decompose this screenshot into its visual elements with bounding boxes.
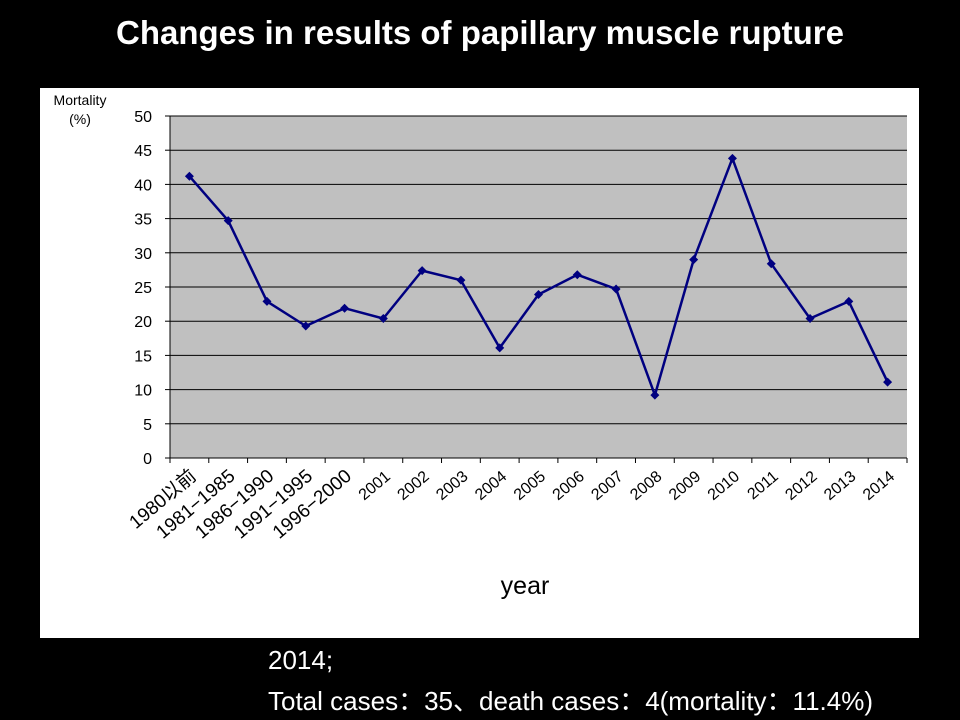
data-point [689, 255, 699, 265]
data-point [534, 290, 543, 300]
x-tick-label: 2013 [821, 468, 859, 504]
chart-panel: Mortality (%) year 0 5 10 15 20 25 30 35 40 45 50 1… [40, 88, 919, 638]
data-point [456, 275, 466, 285]
data-point [417, 266, 427, 276]
data-point [611, 284, 621, 294]
y-axis-label-line2: (%) [69, 111, 91, 127]
data-point [572, 270, 582, 280]
data-point [766, 259, 776, 269]
y-tick-label: 30 [134, 246, 152, 263]
y-tick-label: 0 [143, 451, 152, 468]
y-tick-label: 15 [134, 348, 152, 365]
y-tick-label: 5 [143, 417, 152, 434]
data-point [301, 321, 311, 331]
data-point [340, 303, 350, 313]
x-tick-label: 2006 [550, 468, 588, 504]
y-tick-label: 25 [134, 280, 152, 297]
y-tick-label: 50 [134, 109, 152, 126]
data-point [184, 171, 194, 181]
x-tick-label: 2008 [627, 468, 665, 504]
x-tick-label: 2014 [860, 468, 898, 504]
data-point [883, 377, 893, 387]
slide-title: Changes in results of papillary muscle r… [115, 14, 844, 51]
y-tick-label: 45 [134, 143, 152, 160]
data-point [727, 153, 737, 163]
y-tick-label: 10 [134, 383, 152, 400]
x-tick-label: 2011 [745, 468, 782, 503]
y-tick-label: 35 [134, 212, 152, 229]
x-tick-label: 2004 [472, 468, 510, 504]
x-tick-label: 2009 [666, 468, 704, 504]
footnote-line-1: 2014; [268, 645, 334, 675]
x-tick-label: 2007 [588, 468, 626, 504]
data-point [844, 296, 854, 306]
footnote-line-2: Total cases：35、death cases：4(mortality：1… [268, 686, 873, 716]
y-axis-label-line1: Mortality [54, 92, 107, 108]
data-point [378, 313, 388, 323]
x-tick-label: 2012 [782, 468, 820, 504]
data-point [805, 313, 815, 323]
line-chart: Mortality (%) year 051015202530354045501… [54, 92, 908, 600]
y-tick-label: 20 [134, 314, 152, 331]
x-tick-label: 2005 [511, 468, 549, 504]
data-point [650, 390, 660, 400]
data-point [223, 216, 233, 226]
data-point [262, 296, 272, 306]
x-tick-label: 2010 [705, 468, 743, 504]
x-tick-label: 2003 [433, 468, 471, 504]
x-tick-label: 2001 [356, 468, 394, 504]
x-tick-label: 2002 [395, 468, 433, 504]
x-axis-label: year [501, 572, 550, 600]
y-tick-label: 40 [134, 177, 152, 194]
data-point [495, 343, 505, 353]
